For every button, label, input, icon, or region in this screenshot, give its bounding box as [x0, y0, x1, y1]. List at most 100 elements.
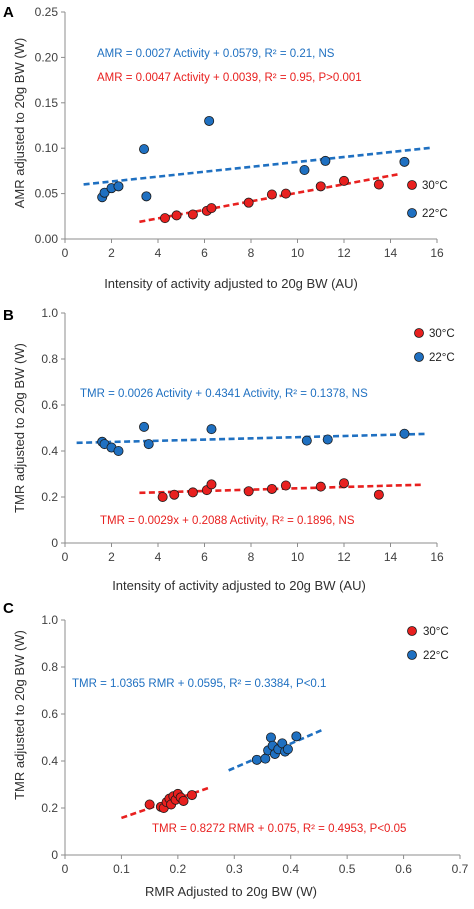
panel-b-y-tick-label: 0.6 [41, 398, 58, 412]
panel-b-x-tick-label: 14 [384, 550, 398, 564]
panel-b-point-22c [301, 435, 312, 446]
panel-b-point-30c [157, 491, 168, 502]
panel-c: C TMR adjusted to 20g BW (W) RMR Adjuste… [3, 600, 449, 899]
panel-b-point-22c [139, 421, 150, 432]
panel-c-y-tick-label: 1.0 [41, 613, 58, 627]
panel-a-trendline-22c [83, 146, 431, 186]
panel-c-point-22c [291, 731, 302, 742]
panel-a: A AMR adjusted to 20g BW (W) Intensity o… [3, 4, 448, 291]
panel-a-point-30c [266, 189, 277, 200]
panel-a-legend-label-22c: 22°C [422, 208, 448, 220]
panel-b-equation-22c: TMR = 0.0026 Activity + 0.4341 Activity,… [80, 388, 368, 400]
panel-b-point-30c [280, 480, 291, 491]
panel-a-point-22c [141, 191, 152, 202]
panel-a-point-22c [204, 115, 215, 126]
panel-c-legend-label-30c: 30°C [423, 626, 449, 638]
panel-b-y-tick-label: 1.0 [41, 306, 58, 320]
panel-a-point-30c [187, 209, 198, 220]
panel-c-y-tick-label: 0 [51, 848, 58, 862]
panel-b-y-tick-label: 0.8 [41, 352, 58, 366]
panel-b-y-tick-label: 0 [51, 536, 58, 550]
panel-b-x-tick-label: 6 [201, 550, 208, 564]
panel-a-point-22c [139, 144, 150, 155]
panel-c-x-tick-label: 0.2 [170, 862, 187, 876]
panel-a-y-axis-title: AMR adjusted to 20g BW (W) [12, 38, 27, 209]
panel-a-trendline-30c [139, 173, 398, 224]
panel-b-x-tick-label: 2 [108, 550, 115, 564]
panel-c-x-tick-label: 0.5 [339, 862, 356, 876]
panel-a-point-30c [315, 181, 326, 192]
panel-b-point-30c [266, 483, 277, 494]
panel-c-point-22c [260, 753, 271, 764]
panel-b-x-axis-title: Intensity of activity adjusted to 20g BW… [112, 578, 366, 593]
panel-c-x-tick-label: 0.1 [113, 862, 130, 876]
panel-b-point-30c [169, 489, 180, 500]
panel-b-point-30c [206, 479, 217, 490]
panel-c-x-tick-label: 0.3 [226, 862, 243, 876]
panel-a-point-30c [243, 197, 254, 208]
panel-a-x-tick-label: 6 [201, 246, 208, 260]
panel-b-point-22c [399, 428, 410, 439]
panel-c-legend-marker-30c [407, 626, 417, 636]
panel-b-x-tick-label: 16 [430, 550, 444, 564]
panel-b-point-22c [143, 439, 154, 450]
panel-a-point-22c [113, 181, 124, 192]
panel-c-point-30c [144, 799, 155, 810]
panel-a-y-tick-label: 0.05 [35, 187, 59, 201]
panel-a-point-22c [299, 164, 310, 175]
panel-a-equation-22c: AMR = 0.0027 Activity + 0.0579, R² = 0.2… [97, 48, 335, 60]
panel-a-point-22c [399, 156, 410, 167]
panel-b-x-tick-label: 10 [291, 550, 305, 564]
panel-a-point-22c [320, 155, 331, 166]
panel-b-y-axis-title: TMR adjusted to 20g BW (W) [12, 343, 27, 513]
panel-b-equation-30c: TMR = 0.0029x + 0.2088 Activity, R² = 0.… [100, 515, 355, 527]
panel-a-x-tick-label: 0 [62, 246, 69, 260]
panel-c-point-22c [282, 744, 293, 755]
panel-a-x-tick-label: 2 [108, 246, 115, 260]
panel-a-x-tick-label: 10 [291, 246, 305, 260]
plot-layer: 0 2 4 6 8 10 12 14 160.000.050.100.150.200.250 2 4… [35, 5, 469, 876]
panel-a-point-30c [171, 210, 182, 221]
panel-c-point-22c [265, 732, 276, 743]
panel-a-legend-marker-30c [407, 180, 417, 190]
panel-a-y-tick-label: 0.00 [35, 232, 59, 246]
panel-c-point-30c [178, 795, 189, 806]
panel-a-point-22c [99, 187, 110, 198]
panel-a-legend-marker-22c [407, 208, 417, 218]
panel-a-x-tick-label: 16 [430, 246, 444, 260]
panel-b-x-tick-label: 12 [337, 550, 351, 564]
panel-c-equation-30c: TMR = 0.8272 RMR + 0.075, R² = 0.4953, P… [152, 823, 406, 835]
panel-b-x-tick-label: 0 [62, 550, 69, 564]
panel-c-legend-marker-22c [407, 650, 417, 660]
panel-b-point-22c [113, 445, 124, 456]
panel-a-letter: A [3, 4, 14, 21]
panel-b-point-30c [338, 478, 349, 489]
panel-b-y-tick-label: 0.2 [41, 490, 58, 504]
panel-c-point-30c [186, 790, 197, 801]
panel-a-x-axis-title: Intensity of activity adjusted to 20g BW… [104, 276, 358, 291]
panel-a-y-tick-label: 0.10 [35, 141, 59, 155]
panel-c-y-tick-label: 0.4 [41, 754, 58, 768]
panel-a-point-30c [159, 213, 170, 224]
panel-c-equation-22c: TMR = 1.0365 RMR + 0.0595, R² = 0.3384, … [72, 678, 326, 690]
panel-b-y-tick-label: 0.4 [41, 444, 58, 458]
panel-b: B TMR adjusted to 20g BW (W) Intensity o… [3, 307, 455, 593]
panel-a-x-tick-label: 4 [155, 246, 162, 260]
panel-c-point-22c [251, 754, 262, 765]
panel-c-x-tick-label: 0 [62, 862, 69, 876]
panel-a-y-tick-label: 0.20 [35, 50, 59, 64]
panel-a-x-tick-label: 14 [384, 246, 398, 260]
panel-b-point-22c [206, 424, 217, 435]
panel-b-x-tick-label: 8 [248, 550, 255, 564]
panel-b-trendline-22c [76, 432, 426, 445]
panel-a-x-tick-label: 8 [248, 246, 255, 260]
panel-c-x-tick-label: 0.7 [452, 862, 469, 876]
panel-a-y-tick-label: 0.25 [35, 5, 59, 19]
panel-b-legend-marker-22c [414, 352, 424, 362]
panel-a-y-tick-label: 0.15 [35, 96, 59, 110]
panel-b-point-22c [322, 434, 333, 445]
panel-a-equation-30c: AMR = 0.0047 Activity + 0.0039, R² = 0.9… [97, 72, 362, 84]
panel-c-x-tick-label: 0.4 [282, 862, 299, 876]
panel-b-point-30c [243, 486, 254, 497]
